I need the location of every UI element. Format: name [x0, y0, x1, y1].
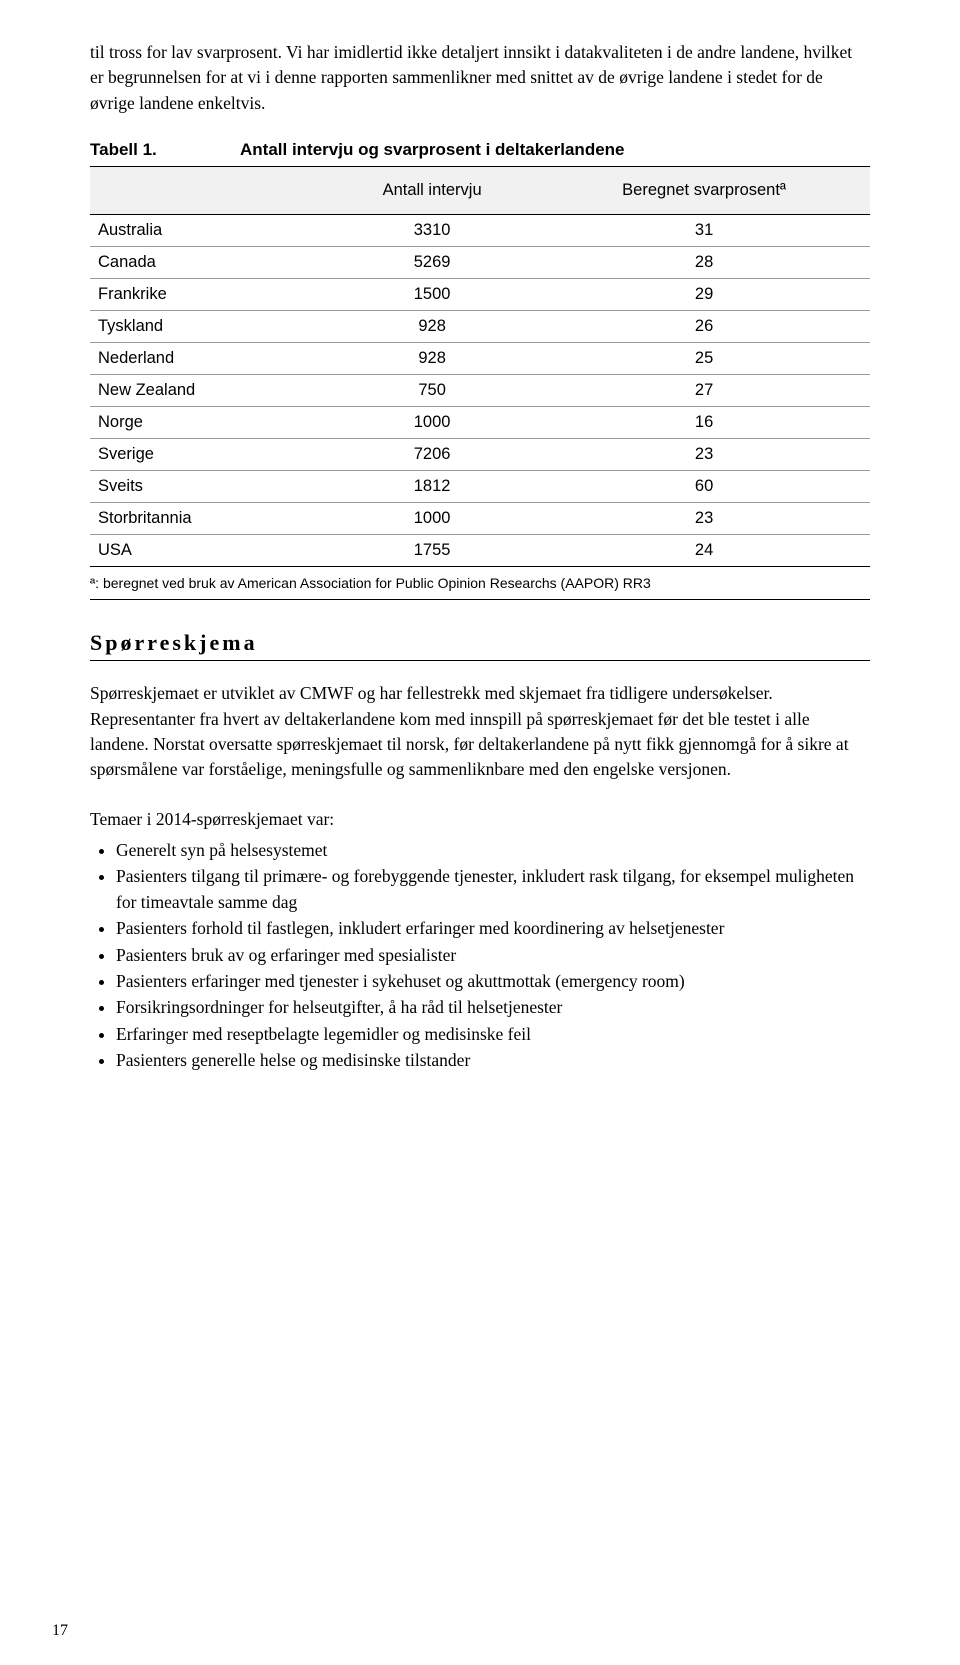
table-cell: Sveits: [90, 471, 326, 503]
table-cell: 928: [326, 343, 538, 375]
list-item: Pasienters tilgang til primære- og foreb…: [116, 864, 870, 915]
table-cell: Tyskland: [90, 311, 326, 343]
section-heading: Spørreskjema: [90, 630, 870, 661]
table-row: USA175524: [90, 535, 870, 567]
table-row: Sveits181260: [90, 471, 870, 503]
list-item: Pasienters generelle helse og medisinske…: [116, 1048, 870, 1073]
table-cell: 23: [538, 503, 870, 535]
table-cell: 31: [538, 215, 870, 247]
table-cell: 3310: [326, 215, 538, 247]
table-cell: 24: [538, 535, 870, 567]
list-item: Pasienters bruk av og erfaringer med spe…: [116, 943, 870, 968]
sporreskjema-paragraph: Spørreskjemaet er utviklet av CMWF og ha…: [90, 681, 870, 783]
list-item: Generelt syn på helsesystemet: [116, 838, 870, 863]
table-cell: 26: [538, 311, 870, 343]
table-cell: 1000: [326, 407, 538, 439]
table-row: Tyskland92826: [90, 311, 870, 343]
table-cell: 928: [326, 311, 538, 343]
table-row: Nederland92825: [90, 343, 870, 375]
table-cell: 7206: [326, 439, 538, 471]
table-caption: Antall intervju og svarprosent i deltake…: [240, 140, 625, 160]
table-cell: 1500: [326, 279, 538, 311]
list-item: Erfaringer med reseptbelagte legemidler …: [116, 1022, 870, 1047]
table-header-blank: [90, 167, 326, 215]
table-cell: 5269: [326, 247, 538, 279]
table-label: Tabell 1.: [90, 140, 240, 160]
table-cell: 28: [538, 247, 870, 279]
topics-list: Generelt syn på helsesystemetPasienters …: [90, 838, 870, 1073]
table-row: Canada526928: [90, 247, 870, 279]
list-item: Forsikringsordninger for helseutgifter, …: [116, 995, 870, 1020]
table-cell: 1812: [326, 471, 538, 503]
table-cell: Sverige: [90, 439, 326, 471]
table-row: Storbritannia100023: [90, 503, 870, 535]
table-row: Frankrike150029: [90, 279, 870, 311]
table-cell: 25: [538, 343, 870, 375]
table-cell: 750: [326, 375, 538, 407]
table-cell: Storbritannia: [90, 503, 326, 535]
intro-paragraph: til tross for lav svarprosent. Vi har im…: [90, 40, 870, 116]
table-header-row: Antall intervju Beregnet svarprosentª: [90, 167, 870, 215]
table-cell: 27: [538, 375, 870, 407]
table-footnote: ª: beregnet ved bruk av American Associa…: [90, 571, 870, 600]
table-cell: USA: [90, 535, 326, 567]
table-cell: Australia: [90, 215, 326, 247]
list-item: Pasienters erfaringer med tjenester i sy…: [116, 969, 870, 994]
table-cell: 1755: [326, 535, 538, 567]
table-title: Tabell 1. Antall intervju og svarprosent…: [90, 140, 870, 160]
list-item: Pasienters forhold til fastlegen, inklud…: [116, 916, 870, 941]
table-cell: 60: [538, 471, 870, 503]
table-cell: Canada: [90, 247, 326, 279]
table-row: Norge100016: [90, 407, 870, 439]
table-row: Australia331031: [90, 215, 870, 247]
table-cell: 29: [538, 279, 870, 311]
data-table: Antall intervju Beregnet svarprosentª Au…: [90, 166, 870, 567]
table-row: Sverige720623: [90, 439, 870, 471]
table-cell: Nederland: [90, 343, 326, 375]
table-cell: 1000: [326, 503, 538, 535]
table-header-svarprosent: Beregnet svarprosentª: [538, 167, 870, 215]
table-header-intervju: Antall intervju: [326, 167, 538, 215]
table-cell: New Zealand: [90, 375, 326, 407]
table-cell: 23: [538, 439, 870, 471]
list-intro: Temaer i 2014-spørreskjemaet var:: [90, 807, 870, 832]
table-cell: Norge: [90, 407, 326, 439]
table-cell: 16: [538, 407, 870, 439]
table-cell: Frankrike: [90, 279, 326, 311]
table-row: New Zealand75027: [90, 375, 870, 407]
page-number: 17: [52, 1622, 68, 1640]
